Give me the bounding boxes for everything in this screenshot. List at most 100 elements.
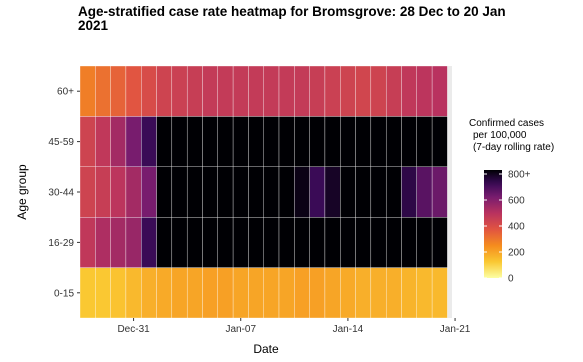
heatmap-cell (186, 116, 203, 167)
heatmap-cell (156, 116, 173, 167)
heatmap-cell (125, 217, 142, 268)
heatmap-cell (309, 267, 326, 319)
heatmap-cell (248, 116, 264, 167)
y-tick-label: 0-15 (54, 288, 74, 299)
heatmap-cell (401, 166, 417, 218)
heatmap-cell (141, 166, 157, 218)
heatmap-cell (95, 267, 111, 319)
heatmap-cell (340, 217, 356, 268)
heatmap-cell (278, 116, 295, 167)
x-axis-title: Date (253, 342, 279, 356)
heatmap-cell (355, 65, 372, 117)
heatmap-cell (156, 166, 173, 218)
heatmap-cell (263, 267, 280, 319)
legend-tick-label: 600 (508, 196, 525, 207)
x-tick-label: Jan-21 (440, 324, 471, 335)
heatmap-cell (232, 116, 249, 167)
heatmap-cell (125, 166, 142, 218)
heatmap-cell (309, 116, 326, 167)
heatmap-cell (324, 166, 341, 218)
heatmap-cell (202, 65, 218, 117)
heatmap-cell (401, 217, 417, 268)
heatmap-cell (294, 217, 310, 268)
heatmap-cell (294, 65, 310, 117)
heatmap-cell (324, 116, 341, 167)
heatmap-cell (171, 267, 188, 319)
heatmap-cell (416, 65, 433, 117)
heatmap-cell (370, 267, 387, 319)
heatmap-cell (263, 217, 280, 268)
heatmap-cell (110, 116, 127, 167)
heatmap-cell (263, 166, 280, 218)
legend-title: Confirmed cases per 100,000 (7-day rolling… (469, 118, 554, 153)
heatmap-cell (294, 267, 310, 319)
heatmap-cell (385, 166, 402, 218)
heatmap-cell (248, 166, 264, 218)
heatmap-cell (370, 116, 387, 167)
y-tick-label: 60+ (57, 87, 74, 98)
heatmap-cell (278, 65, 295, 117)
legend-tick-label: 800+ (508, 170, 531, 181)
heatmap-cell (110, 267, 127, 319)
heatmap-cell (202, 217, 218, 268)
x-tick-label: Jan-14 (333, 324, 364, 335)
heatmap-cell (141, 217, 157, 268)
heatmap-cell (278, 166, 295, 218)
heatmap-cell (171, 166, 188, 218)
heatmap-cell (340, 267, 356, 319)
heatmap-cell (294, 166, 310, 218)
heatmap-cell (263, 116, 280, 167)
heatmap-cell (263, 65, 280, 117)
heatmap-cell (370, 166, 387, 218)
heatmap-cell (385, 116, 402, 167)
heatmap-cell (171, 65, 188, 117)
y-tick-label: 16-29 (48, 238, 74, 249)
heatmap-cell (431, 166, 448, 218)
heatmap-cell (186, 166, 203, 218)
heatmap-cell (79, 267, 96, 319)
heatmap-cell (125, 116, 142, 167)
heatmap-cell (355, 116, 372, 167)
heatmap-cell (171, 116, 188, 167)
heatmap-cell (110, 166, 127, 218)
chart-title-line: Age-stratified case rate heatmap for Bro… (78, 4, 506, 19)
y-tick-label: 30-44 (48, 188, 74, 199)
heatmap-cell (431, 65, 448, 117)
heatmap-cell (401, 65, 417, 117)
heatmap-cell (186, 217, 203, 268)
heatmap-cell (324, 65, 341, 117)
heatmap-cell (141, 65, 157, 117)
heatmap-cell (186, 267, 203, 319)
heatmap-cell (355, 267, 372, 319)
heatmap-cell (431, 217, 448, 268)
heatmap-cell (431, 116, 448, 167)
heatmap-cell (401, 116, 417, 167)
heatmap-cell (79, 116, 96, 167)
heatmap-cell (248, 217, 264, 268)
heatmap-cell (156, 65, 173, 117)
heatmap-cell (385, 65, 402, 117)
heatmap-cell (324, 217, 341, 268)
chart-title-line: 2021 (78, 18, 109, 33)
heatmap-cells (79, 65, 448, 319)
heatmap-cell (95, 166, 111, 218)
heatmap-cell (217, 116, 234, 167)
heatmap-cell (95, 217, 111, 268)
heatmap-cell (416, 116, 433, 167)
heatmap-cell (340, 166, 356, 218)
chart-title: Age-stratified case rate heatmap for Bro… (78, 4, 506, 33)
heatmap-cell (156, 267, 173, 319)
heatmap-cell (186, 65, 203, 117)
heatmap-cell (171, 217, 188, 268)
heatmap-cell (156, 217, 173, 268)
heatmap-cell (110, 217, 127, 268)
x-tick-label: Jan-07 (225, 324, 256, 335)
heatmap-cell (232, 267, 249, 319)
heatmap-cell (370, 217, 387, 268)
heatmap-cell (232, 166, 249, 218)
legend-tick-label: 200 (508, 248, 525, 259)
heatmap-cell (248, 65, 264, 117)
heatmap-cell (141, 116, 157, 167)
heatmap-cell (141, 267, 157, 319)
